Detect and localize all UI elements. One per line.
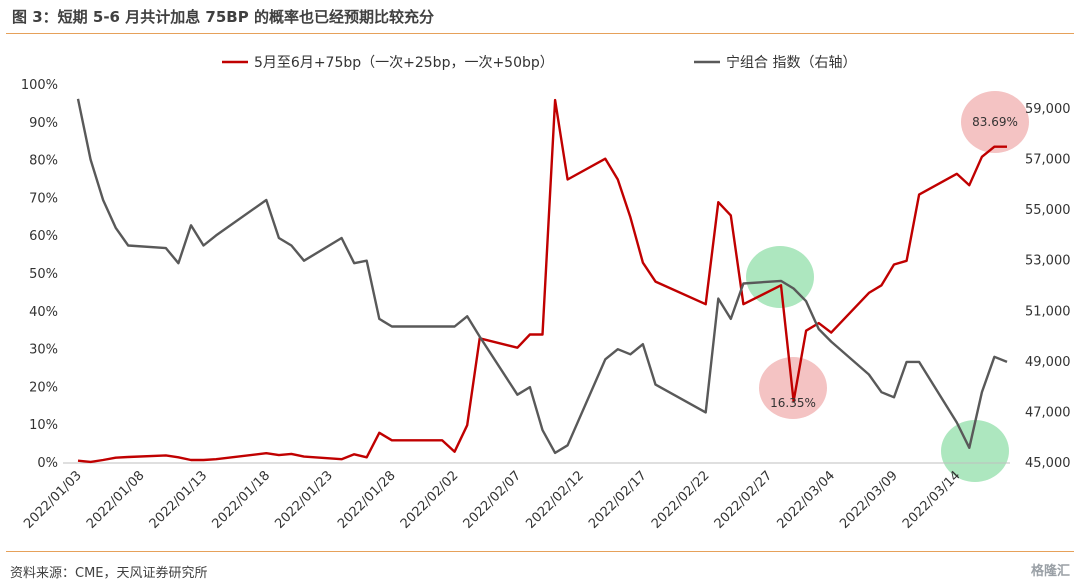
x-axis-tick-label: 2022/03/04 (774, 468, 838, 532)
legend: 5月至6月+75bp（一次+25bp，一次+50bp） 宁组合 指数（右轴） (222, 54, 856, 71)
left-axis-tick-label: 50% (29, 267, 58, 282)
x-axis-tick-label: 2022/01/13 (147, 468, 211, 532)
x-axis-tick-label: 2022/02/17 (586, 468, 650, 532)
source-note: 资料来源：CME，天风证券研究所 (10, 566, 208, 581)
left-axis-tick-label: 0% (37, 456, 58, 471)
left-axis-tick-label: 10% (29, 418, 58, 433)
right-axis-tick-label: 53,000 (1025, 254, 1071, 269)
right-axis-tick-label: 47,000 (1025, 405, 1071, 420)
footer-divider (6, 551, 1074, 552)
right-axis-tick-label: 55,000 (1025, 203, 1071, 218)
rate-probability-line (77, 98, 1007, 464)
left-axis-tick-label: 70% (29, 191, 58, 206)
annotation-label: 83.69% (972, 115, 1018, 129)
right-axis-tick-label: 59,000 (1025, 102, 1071, 117)
x-axis-tick-label: 2022/01/18 (210, 468, 274, 532)
left-axis-tick-label: 90% (29, 116, 58, 131)
x-axis-tick-label: 2022/02/22 (649, 468, 713, 532)
x-axis-tick-label: 2022/01/28 (335, 468, 399, 532)
x-axis-tick-label: 2022/03/09 (837, 468, 901, 532)
title-divider (6, 33, 1074, 34)
left-axis-labels: 0% 10% 20% 30% 40% 50% 60% 70% 80% 90% 100% (21, 78, 58, 471)
left-axis-tick-label: 80% (29, 154, 58, 169)
legend-label: 宁组合 指数（右轴） (726, 54, 856, 71)
x-axis-tick-label: 2022/02/07 (461, 468, 525, 532)
highlight-circle (941, 420, 1009, 482)
left-axis-tick-label: 20% (29, 380, 58, 395)
x-axis-tick-label: 2022/02/27 (712, 468, 776, 532)
left-axis-tick-label: 30% (29, 343, 58, 358)
left-axis-tick-label: 60% (29, 229, 58, 244)
index-line (76, 98, 1008, 455)
legend-label: 5月至6月+75bp（一次+25bp，一次+50bp） (254, 55, 554, 71)
x-axis-labels: 2022/01/03 2022/01/08 2022/01/13 2022/01/18… (21, 468, 963, 532)
right-axis-tick-label: 51,000 (1025, 304, 1071, 319)
annotation-labels: 83.69% 16.35% (770, 115, 1018, 410)
right-axis-labels: 45,000 47,000 49,000 51,000 53,000 55,000 57,0… (1025, 102, 1071, 471)
highlight-circle (961, 91, 1029, 153)
chart-title: 图 3：短期 5-6 月共计加息 75BP 的概率也已经预期比较充分 (12, 8, 434, 26)
annotation-label: 16.35% (770, 396, 816, 410)
left-axis-tick-label: 100% (21, 78, 58, 93)
x-axis-tick-label: 2022/03/14 (900, 468, 964, 532)
annotation-circles (746, 91, 1029, 482)
x-axis-tick-label: 2022/01/08 (84, 468, 148, 532)
right-axis-tick-label: 45,000 (1025, 456, 1071, 471)
x-axis-tick-label: 2022/01/03 (21, 468, 85, 532)
right-axis-tick-label: 57,000 (1025, 153, 1071, 168)
right-axis-tick-label: 49,000 (1025, 355, 1071, 370)
series-lines (76, 98, 1008, 464)
x-axis-tick-label: 2022/01/23 (272, 468, 336, 532)
watermark-logo: 格隆汇 (1030, 564, 1070, 579)
x-axis-tick-label: 2022/02/12 (523, 468, 587, 532)
left-axis-tick-label: 40% (29, 305, 58, 320)
x-axis-tick-label: 2022/02/02 (398, 468, 462, 532)
